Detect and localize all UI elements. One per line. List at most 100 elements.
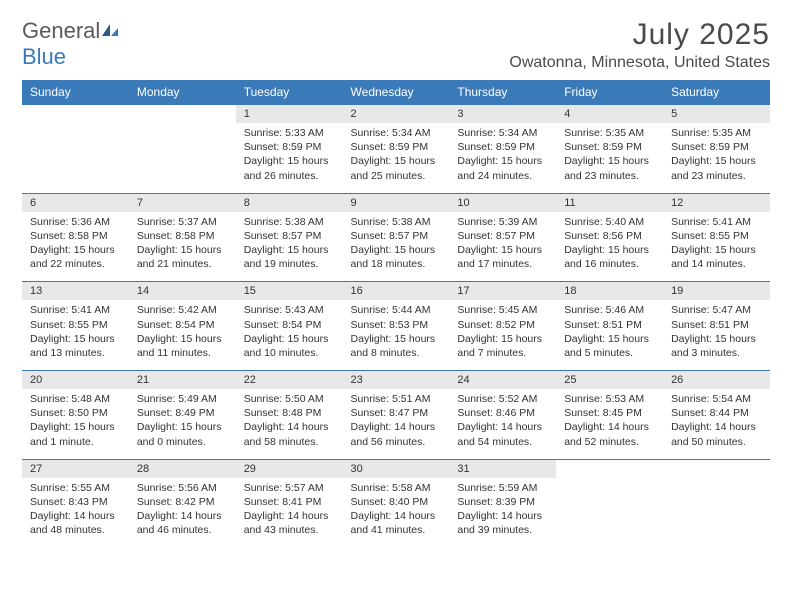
sunset-text: Sunset: 8:47 PM bbox=[351, 406, 442, 420]
day-cell: Sunrise: 5:42 AMSunset: 8:54 PMDaylight:… bbox=[129, 300, 236, 370]
calendar-table: Sunday Monday Tuesday Wednesday Thursday… bbox=[22, 80, 770, 547]
daylight-text: Daylight: 15 hours and 23 minutes. bbox=[671, 154, 762, 182]
sunset-text: Sunset: 8:40 PM bbox=[351, 495, 442, 509]
sunset-text: Sunset: 8:59 PM bbox=[457, 140, 548, 154]
day-cell: Sunrise: 5:39 AMSunset: 8:57 PMDaylight:… bbox=[449, 212, 556, 282]
sunrise-text: Sunrise: 5:53 AM bbox=[564, 392, 655, 406]
day-cell: Sunrise: 5:50 AMSunset: 8:48 PMDaylight:… bbox=[236, 389, 343, 459]
sunset-text: Sunset: 8:58 PM bbox=[30, 229, 121, 243]
sunset-text: Sunset: 8:53 PM bbox=[351, 318, 442, 332]
week-1-daynums: 6789101112 bbox=[22, 193, 770, 212]
daylight-text: Daylight: 14 hours and 39 minutes. bbox=[457, 509, 548, 537]
title-block: July 2025 Owatonna, Minnesota, United St… bbox=[509, 18, 770, 72]
daynum-cell: 22 bbox=[236, 371, 343, 390]
daynum-cell: 1 bbox=[236, 105, 343, 124]
logo-text: GeneralBlue bbox=[22, 18, 120, 70]
daynum-cell: 6 bbox=[22, 193, 129, 212]
sunset-text: Sunset: 8:50 PM bbox=[30, 406, 121, 420]
sunset-text: Sunset: 8:57 PM bbox=[351, 229, 442, 243]
week-4-daynums: 2728293031 bbox=[22, 459, 770, 478]
daynum-cell: 16 bbox=[343, 282, 450, 301]
sunset-text: Sunset: 8:42 PM bbox=[137, 495, 228, 509]
sunrise-text: Sunrise: 5:48 AM bbox=[30, 392, 121, 406]
sunrise-text: Sunrise: 5:35 AM bbox=[564, 126, 655, 140]
sunrise-text: Sunrise: 5:56 AM bbox=[137, 481, 228, 495]
daylight-text: Daylight: 15 hours and 19 minutes. bbox=[244, 243, 335, 271]
daylight-text: Daylight: 14 hours and 50 minutes. bbox=[671, 420, 762, 448]
dh-fri: Friday bbox=[556, 80, 663, 105]
daylight-text: Daylight: 14 hours and 46 minutes. bbox=[137, 509, 228, 537]
day-cell: Sunrise: 5:44 AMSunset: 8:53 PMDaylight:… bbox=[343, 300, 450, 370]
daynum-cell: 21 bbox=[129, 371, 236, 390]
daylight-text: Daylight: 14 hours and 54 minutes. bbox=[457, 420, 548, 448]
daynum-cell: 27 bbox=[22, 459, 129, 478]
daylight-text: Daylight: 14 hours and 48 minutes. bbox=[30, 509, 121, 537]
daynum-cell: 25 bbox=[556, 371, 663, 390]
week-2-daynums: 13141516171819 bbox=[22, 282, 770, 301]
daylight-text: Daylight: 15 hours and 11 minutes. bbox=[137, 332, 228, 360]
day-cell: Sunrise: 5:33 AMSunset: 8:59 PMDaylight:… bbox=[236, 123, 343, 193]
sunrise-text: Sunrise: 5:50 AM bbox=[244, 392, 335, 406]
day-cell: Sunrise: 5:58 AMSunset: 8:40 PMDaylight:… bbox=[343, 478, 450, 548]
sunrise-text: Sunrise: 5:49 AM bbox=[137, 392, 228, 406]
sunset-text: Sunset: 8:57 PM bbox=[457, 229, 548, 243]
day-cell bbox=[663, 478, 770, 548]
sunrise-text: Sunrise: 5:45 AM bbox=[457, 303, 548, 317]
sunrise-text: Sunrise: 5:52 AM bbox=[457, 392, 548, 406]
day-cell: Sunrise: 5:41 AMSunset: 8:55 PMDaylight:… bbox=[663, 212, 770, 282]
day-cell: Sunrise: 5:34 AMSunset: 8:59 PMDaylight:… bbox=[343, 123, 450, 193]
sunrise-text: Sunrise: 5:38 AM bbox=[244, 215, 335, 229]
sunset-text: Sunset: 8:44 PM bbox=[671, 406, 762, 420]
dh-thu: Thursday bbox=[449, 80, 556, 105]
daynum-cell: 15 bbox=[236, 282, 343, 301]
daynum-cell: 20 bbox=[22, 371, 129, 390]
daynum-cell: 17 bbox=[449, 282, 556, 301]
daylight-text: Daylight: 15 hours and 3 minutes. bbox=[671, 332, 762, 360]
logo-word1: General bbox=[22, 18, 100, 43]
sunrise-text: Sunrise: 5:39 AM bbox=[457, 215, 548, 229]
day-cell: Sunrise: 5:53 AMSunset: 8:45 PMDaylight:… bbox=[556, 389, 663, 459]
logo-sail-icon bbox=[100, 18, 120, 44]
week-2-content: Sunrise: 5:41 AMSunset: 8:55 PMDaylight:… bbox=[22, 300, 770, 370]
day-cell: Sunrise: 5:56 AMSunset: 8:42 PMDaylight:… bbox=[129, 478, 236, 548]
day-cell: Sunrise: 5:34 AMSunset: 8:59 PMDaylight:… bbox=[449, 123, 556, 193]
daynum-cell bbox=[663, 459, 770, 478]
day-cell bbox=[129, 123, 236, 193]
day-header-row: Sunday Monday Tuesday Wednesday Thursday… bbox=[22, 80, 770, 105]
sunset-text: Sunset: 8:58 PM bbox=[137, 229, 228, 243]
week-0-content: Sunrise: 5:33 AM Sunset: 8:59 PM Daylight:… bbox=[22, 123, 770, 193]
sunrise-text: Sunrise: 5:33 AM bbox=[244, 126, 335, 140]
daylight-text: Daylight: 15 hours and 22 minutes. bbox=[30, 243, 121, 271]
sunrise-text: Sunrise: 5:54 AM bbox=[671, 392, 762, 406]
daylight-text: Daylight: 14 hours and 43 minutes. bbox=[244, 509, 335, 537]
sunrise-text: Sunrise: 5:35 AM bbox=[671, 126, 762, 140]
day-cell: Sunrise: 5:35 AMSunset: 8:59 PMDaylight:… bbox=[663, 123, 770, 193]
daylight-text: Daylight: 15 hours and 10 minutes. bbox=[244, 332, 335, 360]
sunset-text: Sunset: 8:51 PM bbox=[564, 318, 655, 332]
daylight-text: Daylight: 15 hours and 1 minute. bbox=[30, 420, 121, 448]
sunset-text: Sunset: 8:55 PM bbox=[30, 318, 121, 332]
daylight-text: Daylight: 14 hours and 56 minutes. bbox=[351, 420, 442, 448]
daylight-text: Daylight: 14 hours and 41 minutes. bbox=[351, 509, 442, 537]
day-cell: Sunrise: 5:54 AMSunset: 8:44 PMDaylight:… bbox=[663, 389, 770, 459]
daynum-cell: 29 bbox=[236, 459, 343, 478]
sunrise-text: Sunrise: 5:59 AM bbox=[457, 481, 548, 495]
sunrise-text: Sunrise: 5:37 AM bbox=[137, 215, 228, 229]
daylight-text: Daylight: 14 hours and 58 minutes. bbox=[244, 420, 335, 448]
daylight-text: Daylight: 15 hours and 5 minutes. bbox=[564, 332, 655, 360]
daynum-cell: 2 bbox=[343, 105, 450, 124]
sunrise-text: Sunrise: 5:58 AM bbox=[351, 481, 442, 495]
sunrise-text: Sunrise: 5:43 AM bbox=[244, 303, 335, 317]
week-3-daynums: 20212223242526 bbox=[22, 371, 770, 390]
day-cell bbox=[556, 478, 663, 548]
day-cell: Sunrise: 5:36 AMSunset: 8:58 PMDaylight:… bbox=[22, 212, 129, 282]
daylight-text: Daylight: 15 hours and 7 minutes. bbox=[457, 332, 548, 360]
day-cell: Sunrise: 5:47 AMSunset: 8:51 PMDaylight:… bbox=[663, 300, 770, 370]
day-cell: Sunrise: 5:59 AMSunset: 8:39 PMDaylight:… bbox=[449, 478, 556, 548]
day-cell: Sunrise: 5:52 AMSunset: 8:46 PMDaylight:… bbox=[449, 389, 556, 459]
daynum-cell: 30 bbox=[343, 459, 450, 478]
day-cell: Sunrise: 5:57 AMSunset: 8:41 PMDaylight:… bbox=[236, 478, 343, 548]
week-3-content: Sunrise: 5:48 AMSunset: 8:50 PMDaylight:… bbox=[22, 389, 770, 459]
day-cell: Sunrise: 5:35 AMSunset: 8:59 PMDaylight:… bbox=[556, 123, 663, 193]
daylight-text: Daylight: 15 hours and 13 minutes. bbox=[30, 332, 121, 360]
